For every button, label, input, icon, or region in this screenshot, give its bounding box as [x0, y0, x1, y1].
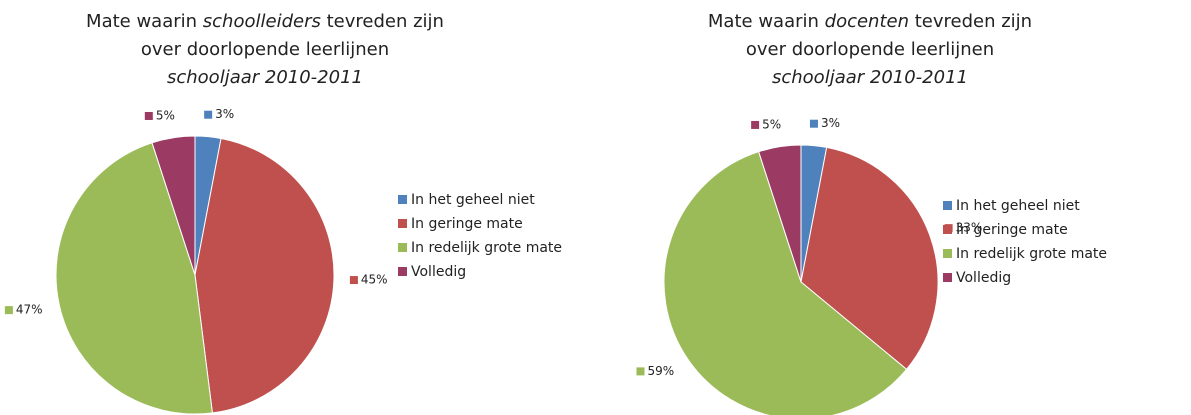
chart-title: schooljaar 2010-2011 — [167, 67, 363, 88]
title-part: schoolleiders — [203, 11, 321, 32]
data-label-key — [349, 276, 358, 285]
pie-slice — [55, 142, 213, 415]
pie-chart: Mate waarin schoolleiders tevreden zijn o… — [4, 11, 562, 415]
data-label-key — [4, 306, 13, 315]
pie-slice — [194, 137, 335, 414]
data-label: 33% — [956, 221, 983, 235]
data-label: 5% — [762, 117, 781, 131]
legend-key — [943, 201, 952, 210]
title-part: schooljaar 2010-2011 — [167, 67, 363, 88]
data-label-key — [636, 367, 645, 376]
data-label-key — [751, 120, 760, 129]
pie-slice — [800, 146, 939, 371]
title-part: tevreden zijn — [321, 11, 444, 32]
legend-key — [398, 243, 407, 252]
legend-label: Volledig — [956, 270, 1011, 286]
legend-label: In redelijk grote mate — [411, 240, 562, 256]
data-label: 3% — [215, 107, 234, 121]
title-part: over doorlopende leerlijnen — [141, 39, 389, 60]
legend-label: In geringe mate — [411, 216, 523, 232]
data-label: 5% — [156, 108, 175, 122]
data-label: 47% — [16, 303, 43, 317]
pie-chart: Mate waarin docenten tevreden zijn over d… — [636, 11, 1107, 415]
chart-title: over doorlopende leerlijnen — [746, 39, 994, 60]
legend-key — [943, 225, 952, 234]
title-part: docenten — [825, 11, 909, 32]
title-part: Mate waarin — [86, 11, 203, 32]
chart-title: Mate waarin schoolleiders tevreden zijn — [86, 11, 444, 32]
data-label-key — [204, 110, 213, 119]
chart-title: Mate waarin docenten tevreden zijn — [708, 11, 1032, 32]
title-part: Mate waarin — [708, 11, 825, 32]
legend-label: In geringe mate — [956, 222, 1068, 238]
data-label-key — [809, 119, 818, 128]
legend-key — [398, 267, 407, 276]
data-label: 59% — [647, 364, 674, 378]
data-label: 3% — [821, 116, 840, 130]
data-label: 45% — [361, 273, 388, 287]
legend-label: In het geheel niet — [956, 198, 1080, 214]
title-part: tevreden zijn — [909, 11, 1032, 32]
data-label-key — [144, 111, 153, 120]
legend-key — [398, 219, 407, 228]
chart-title: schooljaar 2010-2011 — [772, 67, 968, 88]
legend-label: Volledig — [411, 264, 466, 280]
legend-key — [943, 273, 952, 282]
pie-slice — [663, 151, 908, 415]
legend-key — [398, 195, 407, 204]
legend-label: In het geheel niet — [411, 192, 535, 208]
title-part: schooljaar 2010-2011 — [772, 67, 968, 88]
chart-title: over doorlopende leerlijnen — [141, 39, 389, 60]
legend-key — [943, 249, 952, 258]
pie-slice — [151, 135, 196, 276]
legend-label: In redelijk grote mate — [956, 246, 1107, 262]
pie-slice — [758, 144, 802, 283]
title-part: over doorlopende leerlijnen — [746, 39, 994, 60]
